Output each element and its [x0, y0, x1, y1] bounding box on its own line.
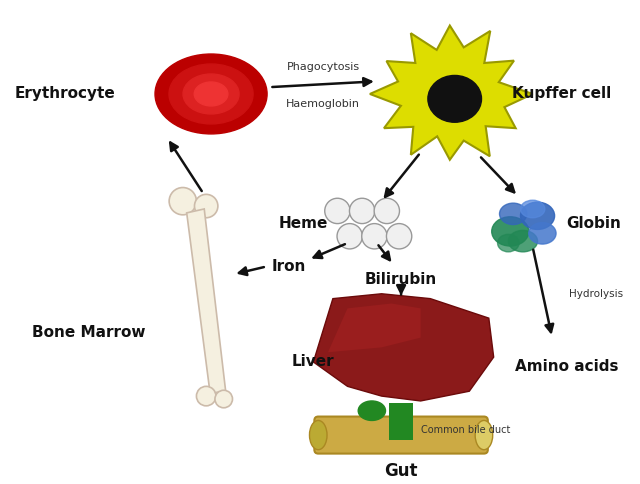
Ellipse shape [500, 203, 527, 225]
Text: Hydrolysis: Hydrolysis [569, 289, 623, 299]
Polygon shape [314, 294, 493, 401]
Circle shape [324, 198, 350, 224]
Text: Heme: Heme [279, 216, 328, 231]
Ellipse shape [195, 82, 228, 106]
Polygon shape [187, 209, 226, 393]
Ellipse shape [529, 223, 556, 244]
Ellipse shape [520, 202, 555, 229]
Circle shape [387, 224, 412, 249]
Ellipse shape [475, 421, 493, 450]
Polygon shape [370, 26, 532, 160]
Ellipse shape [183, 74, 239, 114]
Text: Bone Marrow: Bone Marrow [33, 325, 146, 340]
Ellipse shape [155, 54, 267, 134]
FancyBboxPatch shape [389, 403, 413, 440]
Text: Erythrocyte: Erythrocyte [15, 87, 115, 102]
Circle shape [196, 386, 216, 406]
Text: Amino acids: Amino acids [515, 359, 618, 374]
Ellipse shape [508, 230, 538, 252]
Text: Kupffer cell: Kupffer cell [512, 87, 612, 102]
Ellipse shape [492, 217, 529, 246]
Text: Common bile duct: Common bile duct [420, 425, 510, 435]
Ellipse shape [358, 401, 385, 421]
Circle shape [337, 224, 362, 249]
Circle shape [362, 224, 387, 249]
FancyBboxPatch shape [314, 417, 488, 454]
Ellipse shape [169, 64, 253, 124]
Polygon shape [328, 303, 420, 352]
Circle shape [349, 198, 375, 224]
Circle shape [169, 187, 196, 215]
Text: Iron: Iron [272, 259, 306, 274]
Text: Phagocytosis: Phagocytosis [287, 61, 360, 72]
Ellipse shape [520, 200, 545, 218]
Circle shape [374, 198, 399, 224]
Ellipse shape [497, 234, 519, 252]
Circle shape [215, 390, 232, 408]
Text: Bilirubin: Bilirubin [365, 272, 437, 287]
Circle shape [195, 195, 218, 218]
Text: Globin: Globin [566, 216, 621, 231]
Ellipse shape [310, 421, 327, 450]
Text: Gut: Gut [385, 462, 418, 480]
Text: Haemoglobin: Haemoglobin [286, 99, 360, 109]
Ellipse shape [428, 76, 481, 122]
Text: Liver: Liver [292, 354, 335, 369]
